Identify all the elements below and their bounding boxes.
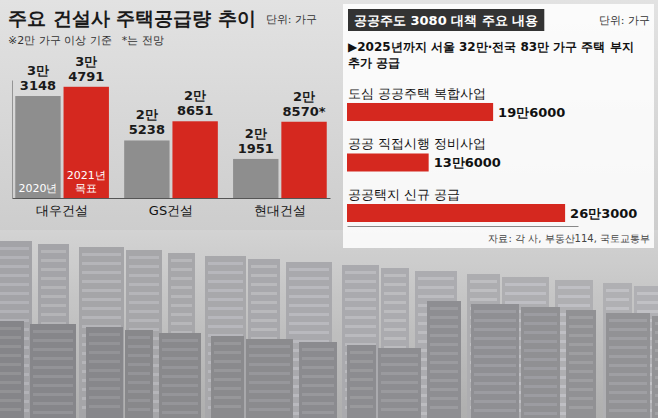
haze	[0, 230, 658, 418]
bar	[15, 96, 60, 198]
horizontal-bar-chart: 공공주도 3080 대책 주요 내용 단위: 가구 ▶2025년까지 서울 32만·…	[343, 4, 654, 248]
bar	[172, 121, 217, 198]
bar	[124, 140, 169, 198]
series-label: 2020년	[18, 182, 57, 195]
labels: 도심 공공주택 복합사업 19만6000 공공 직접시행 정비사업 13만6000 공공…	[348, 86, 637, 221]
x-tick-label: 대우건설	[36, 203, 88, 218]
category-label: 공공 직접시행 정비사업	[348, 136, 486, 151]
bar	[347, 103, 493, 121]
bar	[347, 204, 565, 222]
x-axis-line	[348, 226, 579, 227]
data-label: 26만3000	[570, 206, 637, 221]
bars	[347, 103, 565, 222]
chart-title: 주요 건설사 주택공급량 추이	[8, 7, 256, 29]
x-tick: 대우건설	[36, 198, 88, 218]
series-label: 2021년목표	[67, 169, 106, 195]
unit-note: 단위: 가구	[266, 13, 317, 26]
unit-note: 단위: 가구	[599, 14, 650, 27]
x-axis-line	[13, 198, 331, 199]
footnote: ※2만 가구 이상 기준	[8, 34, 112, 47]
data-label: 3만4791	[68, 54, 104, 84]
source: 자료: 각 사, 부동산114, 국토교통부	[488, 233, 650, 244]
x-axis: 대우건설 GS건설 현대건설	[13, 198, 331, 218]
data-label: 2만1951	[238, 126, 274, 156]
x-tick-label: 현대건설	[254, 203, 306, 218]
bar	[64, 87, 109, 198]
data-label: 13만6000	[434, 155, 501, 170]
y-axis	[12, 81, 13, 199]
title-box	[348, 9, 544, 31]
category-label: 도심 공공주택 복합사업	[348, 86, 486, 101]
y-axis-line	[12, 81, 13, 199]
footnote: *는 전망	[122, 34, 164, 47]
data-label: 2만8570*	[283, 89, 326, 119]
chart-title: 공공주도 3080 대책 주요 내용	[354, 13, 538, 28]
data-label: 2만8651	[177, 88, 213, 118]
bar	[347, 153, 429, 171]
grouped-bar-chart: 주요 건설사 주택공급량 추이 단위: 가구 ※2만 가구 이상 기준 *는 전망 3만…	[8, 7, 331, 218]
bars	[15, 87, 326, 198]
data-label: 3만3148	[20, 63, 56, 93]
category-label: 공공택지 신규 공급	[348, 187, 460, 202]
subtitle: ▶2025년까지 서울 32만·전국 83만 가구 주택 부지추가 공급	[348, 40, 634, 70]
x-tick-label: GS건설	[149, 203, 193, 218]
data-label: 2만5238	[129, 107, 165, 137]
panel	[343, 4, 654, 248]
data-label: 19만6000	[498, 105, 565, 120]
background	[0, 0, 658, 418]
x-axis	[348, 226, 579, 227]
x-tick: 현대건설	[254, 198, 306, 218]
x-tick: GS건설	[149, 198, 193, 218]
bar	[233, 159, 278, 198]
bar	[281, 122, 326, 198]
infographic: 주요 건설사 주택공급량 추이 단위: 가구 ※2만 가구 이상 기준 *는 전망 3만…	[0, 0, 658, 418]
labels: 3만3148 2만5238 2만1951 3만4791 2만8651 2만8570* 202…	[18, 54, 325, 195]
